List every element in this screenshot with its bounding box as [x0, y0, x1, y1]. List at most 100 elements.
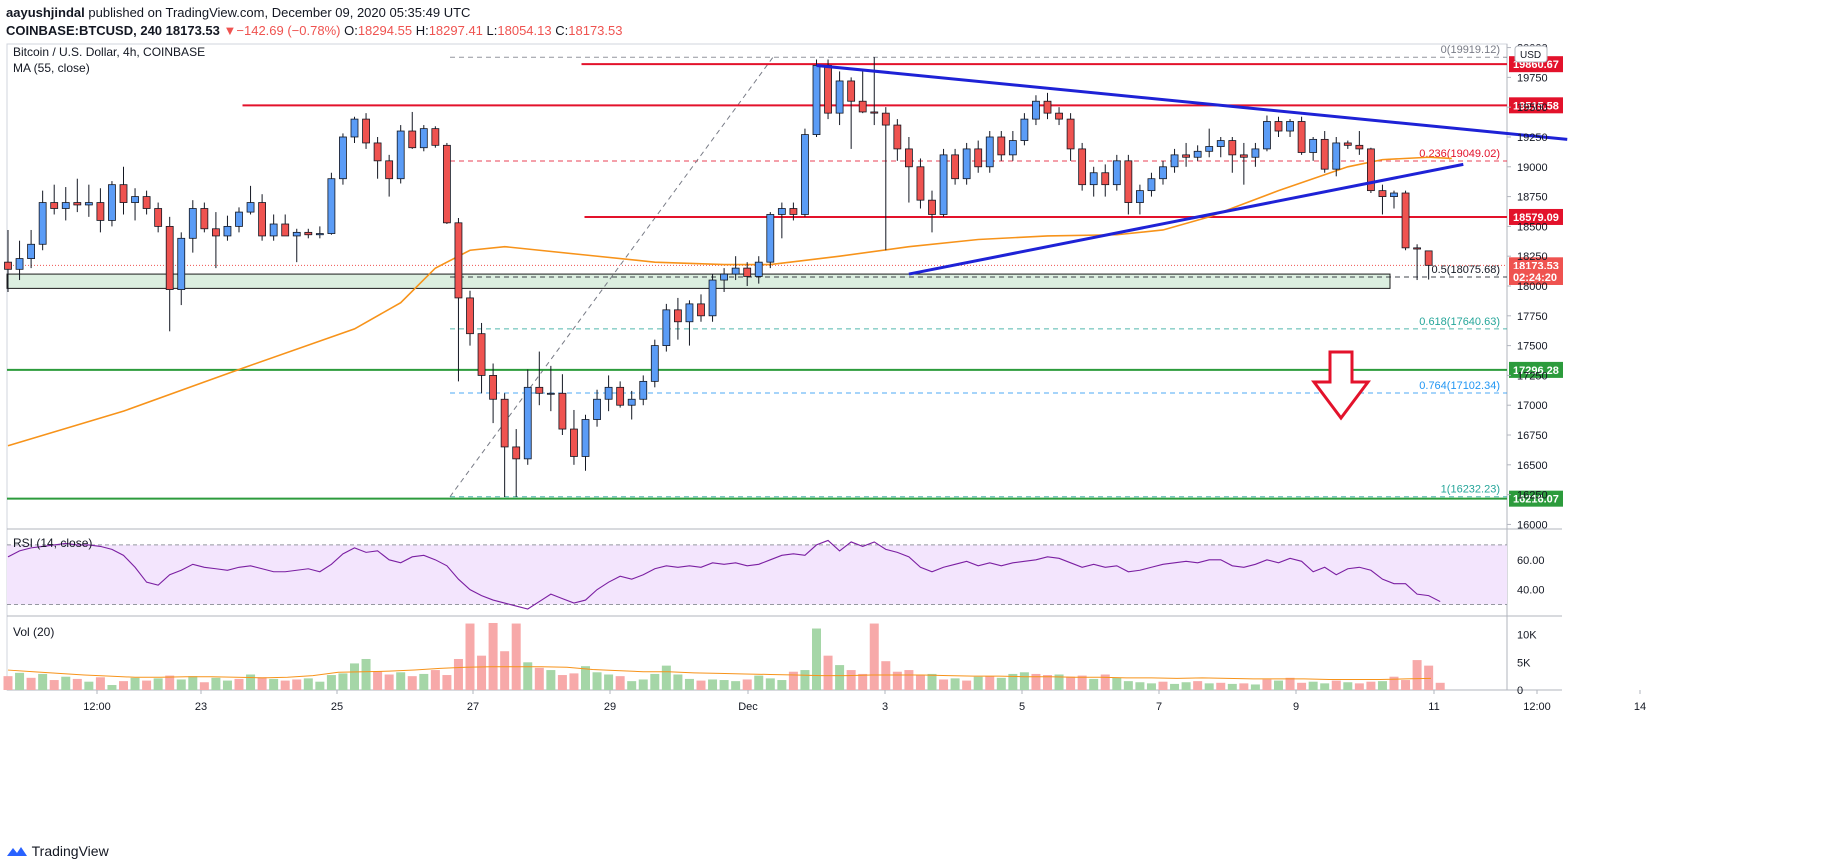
- volume-bar: [477, 655, 487, 690]
- level-price-tag: [1509, 361, 1563, 378]
- volume-bar: [1227, 683, 1237, 690]
- candle: [858, 71, 867, 114]
- candle: [1413, 244, 1421, 281]
- volume-bar: [996, 677, 1006, 690]
- candle-body: [1020, 118, 1029, 141]
- volume-bar: [119, 681, 128, 690]
- candle-body: [766, 214, 775, 263]
- candle-body: [500, 398, 509, 448]
- volume-bar: [777, 680, 787, 690]
- rsi-band: [7, 544, 1507, 605]
- time-axis-label: 12:00: [1523, 701, 1551, 713]
- volume-bar: [384, 674, 394, 690]
- candle: [1378, 184, 1387, 215]
- volume-bar: [1435, 682, 1445, 690]
- quote-line: COINBASE:BTCUSD, 240 18173.53 ▼−142.69 (…: [6, 22, 622, 40]
- candle: [385, 154, 394, 197]
- moving-average: [7, 156, 1452, 447]
- candle: [720, 268, 728, 292]
- candle-body: [1355, 144, 1364, 150]
- candle-body: [962, 148, 971, 180]
- candle: [916, 158, 925, 209]
- candle-body: [315, 233, 324, 236]
- volume-bar: [915, 675, 925, 690]
- author-name[interactable]: aayushjindal: [6, 5, 85, 20]
- candle: [50, 184, 59, 215]
- price-axis-label: 17250: [1517, 370, 1548, 382]
- currency-label: USD: [1520, 50, 1541, 61]
- tradingview-logo[interactable]: TradingView: [6, 843, 109, 859]
- candle: [281, 214, 290, 237]
- candle: [662, 303, 671, 352]
- volume-bar: [604, 674, 614, 690]
- volume-bar: [1343, 682, 1353, 690]
- price-axis-label: 16750: [1517, 430, 1548, 442]
- volume-bar: [500, 651, 510, 690]
- candle-body: [1424, 250, 1433, 266]
- candle: [131, 188, 139, 221]
- volume-bar: [280, 680, 290, 690]
- volume-bar: [153, 678, 163, 690]
- volume-bar: [1043, 675, 1052, 690]
- candle: [789, 202, 798, 221]
- volume-bar: [3, 676, 13, 690]
- candle-body: [1008, 140, 1017, 156]
- level-price-label: 16216.07: [1513, 494, 1559, 506]
- candle: [489, 363, 498, 424]
- candle-body: [1263, 121, 1271, 150]
- volume-bar: [430, 670, 440, 690]
- candle: [1193, 145, 1202, 161]
- volume-bar: [199, 682, 209, 690]
- volume-bar: [581, 666, 590, 690]
- candle-body: [1216, 140, 1225, 147]
- volume-axis-label: 5K: [1517, 657, 1531, 669]
- candle: [1159, 160, 1167, 185]
- candle-body: [1251, 148, 1260, 158]
- volume-bar: [511, 623, 521, 690]
- candle: [1008, 131, 1017, 161]
- candle: [396, 125, 405, 184]
- candle-body: [27, 243, 36, 259]
- time-axis-label: 11: [1428, 701, 1439, 713]
- candle-body: [200, 208, 209, 230]
- volume-bar: [188, 676, 198, 690]
- candle-body: [1193, 150, 1202, 158]
- candle-body: [211, 228, 220, 237]
- candle-body: [73, 202, 82, 206]
- volume-bar: [361, 658, 371, 690]
- candle-body: [431, 128, 440, 146]
- instrument-legend: Bitcoin / U.S. Dollar, 4h, COINBASE: [13, 45, 205, 59]
- volume-bar: [26, 677, 36, 690]
- volume-bar: [1146, 683, 1156, 690]
- volume-bar: [708, 679, 718, 690]
- candle-body: [650, 345, 659, 382]
- volume-bar: [1123, 681, 1133, 690]
- volume-bar: [107, 685, 117, 690]
- candle-body: [1159, 166, 1167, 180]
- candle-body: [1136, 190, 1144, 203]
- candle-body: [1205, 146, 1214, 152]
- volume-bar: [950, 678, 960, 690]
- fib-level-label: 0.236(19049.02): [1419, 148, 1500, 160]
- candle-body: [385, 160, 394, 180]
- brand-name: TradingView: [31, 843, 109, 859]
- candle-body: [327, 178, 336, 234]
- time-axis-label: 14: [1634, 701, 1646, 713]
- level-price-label: 17296.28: [1513, 365, 1559, 377]
- volume-bar: [1193, 681, 1203, 690]
- candle: [627, 390, 636, 420]
- candle-body: [188, 208, 197, 239]
- candle-body: [939, 154, 948, 215]
- candle: [246, 185, 255, 215]
- volume-bar: [939, 679, 949, 690]
- candle: [812, 59, 821, 137]
- volume-bar: [569, 673, 579, 690]
- candle: [685, 300, 694, 346]
- volume-bar: [788, 671, 798, 690]
- candle: [1170, 148, 1179, 173]
- candle: [431, 126, 440, 148]
- candle: [339, 133, 347, 185]
- candle: [847, 77, 856, 149]
- price-axis-label: 18500: [1517, 221, 1548, 233]
